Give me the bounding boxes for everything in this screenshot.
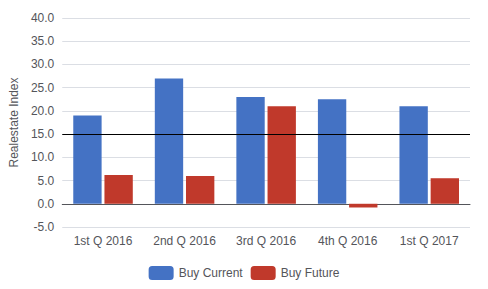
svg-text:1st Q 2017: 1st Q 2017 xyxy=(400,234,459,248)
svg-text:30.0: 30.0 xyxy=(31,57,55,71)
svg-text:Buy Future: Buy Future xyxy=(281,266,340,280)
svg-text:25.0: 25.0 xyxy=(31,81,55,95)
svg-text:10.0: 10.0 xyxy=(31,150,55,164)
svg-text:-5.0: -5.0 xyxy=(34,220,55,234)
svg-text:15.0: 15.0 xyxy=(31,127,55,141)
svg-text:0.0: 0.0 xyxy=(38,197,55,211)
svg-text:40.0: 40.0 xyxy=(31,11,55,25)
svg-text:Buy Current: Buy Current xyxy=(179,266,244,280)
svg-text:2nd Q 2016: 2nd Q 2016 xyxy=(153,234,216,248)
svg-text:20.0: 20.0 xyxy=(31,104,55,118)
svg-text:1st Q 2016: 1st Q 2016 xyxy=(74,234,133,248)
svg-text:5.0: 5.0 xyxy=(38,174,55,188)
svg-text:Realestate Index: Realestate Index xyxy=(7,77,21,167)
svg-text:3rd Q 2016: 3rd Q 2016 xyxy=(236,234,296,248)
svg-text:4th Q 2016: 4th Q 2016 xyxy=(318,234,378,248)
svg-text:35.0: 35.0 xyxy=(31,34,55,48)
